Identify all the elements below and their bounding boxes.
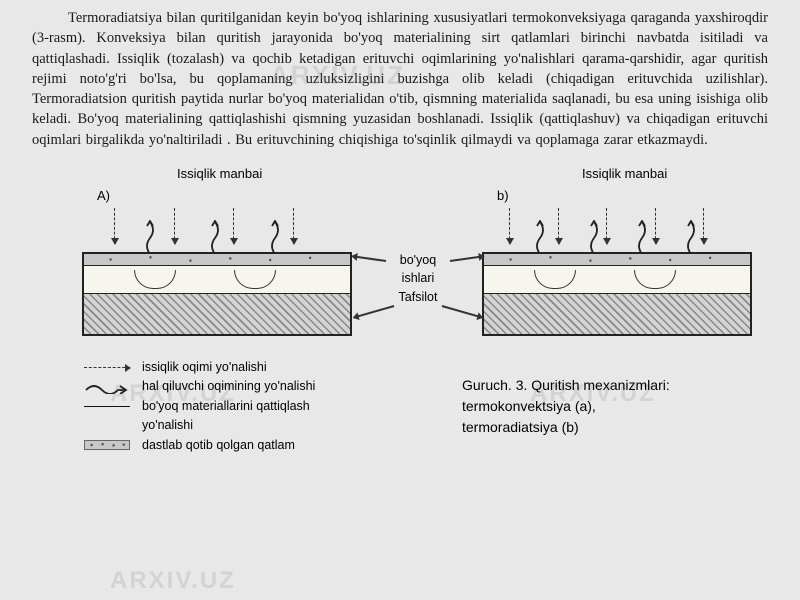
- connector-line-icon: [442, 305, 483, 318]
- heat-arrow-icon: [606, 208, 607, 244]
- gravel-swatch-icon: [84, 440, 130, 450]
- center-callout: bo'yoq ishlari Tafsilot: [378, 252, 458, 307]
- paint-layer: [84, 266, 350, 294]
- heat-arrow-icon: [114, 208, 115, 244]
- legend: issiqlik oqimi yo'nalishi hal qiluvchi o…: [82, 358, 315, 455]
- solvent-wave-icon: [682, 220, 700, 254]
- material-stack-b: [482, 252, 752, 336]
- solid-line-icon: [84, 406, 130, 407]
- diagram-b: [482, 200, 752, 336]
- dashed-arrow-icon: [84, 367, 130, 368]
- connector-line-icon: [353, 305, 394, 318]
- legend-text: dastlab qotib qolgan qatlam: [142, 436, 295, 455]
- callout-paint: bo'yoq: [378, 252, 458, 268]
- heat-arrow-icon: [509, 208, 510, 244]
- body-paragraph: Termoradiatsiya bilan quritilganidan key…: [32, 8, 768, 150]
- figure-area: Issiqlik manbai Issiqlik manbai A) b): [32, 160, 768, 500]
- legend-text: issiqlik oqimi yo'nalishi: [142, 358, 267, 377]
- hardened-layer: [84, 254, 350, 266]
- caption-line: termoradiatsiya (b): [462, 417, 772, 438]
- heat-arrow-icon: [703, 208, 704, 244]
- diagram-a: [82, 200, 352, 336]
- heat-arrow-icon: [233, 208, 234, 244]
- wave-arrow-icon: [84, 380, 130, 394]
- solvent-wave-icon: [141, 220, 159, 254]
- heat-arrow-icon: [558, 208, 559, 244]
- material-stack-a: [82, 252, 352, 336]
- heat-source-label-b: Issiqlik manbai: [582, 166, 667, 181]
- figure-caption: Guruch. 3. Quritish mexanizmlari: termok…: [462, 375, 772, 438]
- callout-works: ishlari: [378, 270, 458, 286]
- substrate-layer: [484, 294, 750, 334]
- caption-line: Guruch. 3. Quritish mexanizmlari:: [462, 375, 772, 396]
- heat-arrow-icon: [293, 208, 294, 244]
- legend-text: hal qiluvchi oqimining yo'nalishi: [142, 377, 315, 396]
- heat-arrow-icon: [655, 208, 656, 244]
- solvent-wave-icon: [633, 220, 651, 254]
- substrate-layer: [84, 294, 350, 334]
- heat-arrow-icon: [174, 208, 175, 244]
- callout-detail: Tafsilot: [378, 289, 458, 305]
- solvent-wave-icon: [206, 220, 224, 254]
- hardened-layer: [484, 254, 750, 266]
- legend-text: bo'yoq materiallarini qattiqlash: [142, 397, 310, 416]
- paint-layer: [484, 266, 750, 294]
- caption-line: termokonvektsiya (a),: [462, 396, 772, 417]
- solvent-wave-icon: [585, 220, 603, 254]
- solvent-wave-icon: [266, 220, 284, 254]
- heat-source-label-a: Issiqlik manbai: [177, 166, 262, 181]
- legend-text: yo'nalishi: [142, 416, 193, 435]
- solvent-wave-icon: [531, 220, 549, 254]
